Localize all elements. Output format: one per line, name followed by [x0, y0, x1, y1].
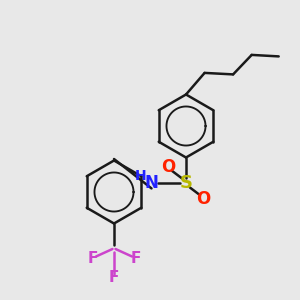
Text: F: F	[130, 251, 141, 266]
Text: S: S	[179, 174, 193, 192]
Text: F: F	[87, 251, 98, 266]
Text: H: H	[134, 169, 146, 183]
Text: F: F	[109, 270, 119, 285]
Text: O: O	[196, 190, 211, 208]
Text: O: O	[161, 158, 176, 176]
Text: N: N	[145, 174, 158, 192]
